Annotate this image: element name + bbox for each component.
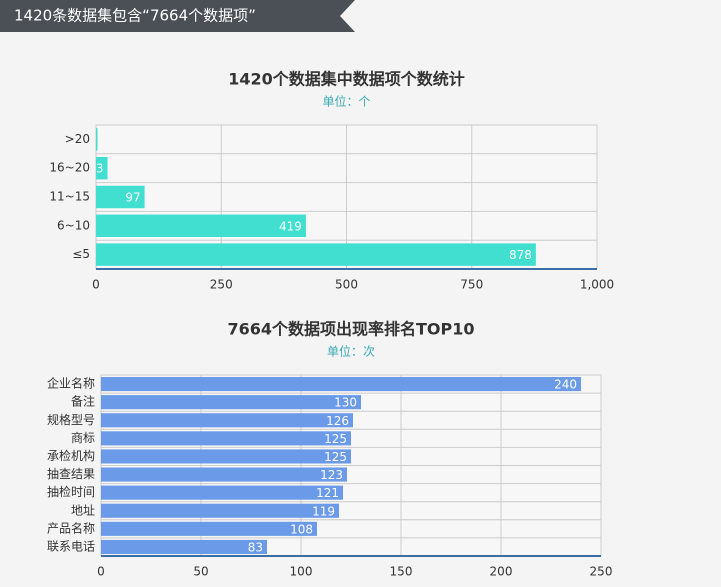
x-tick-label: 0: [92, 278, 100, 292]
bar: [101, 521, 317, 536]
x-tick-label: 150: [390, 565, 413, 579]
bar: [101, 539, 267, 555]
data-label: 125: [324, 432, 347, 446]
data-label: 123: [320, 468, 343, 482]
data-label: 126: [326, 414, 349, 428]
chart-title: 7664个数据项出现率排名TOP10: [227, 320, 474, 339]
y-tick-label: 承检机构: [47, 448, 95, 463]
chart-title: 1420个数据集中数据项个数统计: [228, 70, 465, 89]
y-tick-label: 联系电话: [47, 539, 95, 553]
bar: [96, 214, 306, 238]
chart-subtitle: 单位：次: [327, 344, 375, 359]
x-tick-label: 250: [210, 278, 233, 292]
data-label: 130: [334, 396, 357, 410]
bar: [101, 413, 353, 428]
banner-title: 1420条数据集包含“7664个数据项”: [14, 7, 256, 25]
y-tick-label: 抽检时间: [47, 484, 95, 499]
bar: [96, 156, 108, 180]
data-label: 23: [88, 162, 103, 176]
y-tick-label: 11~15: [49, 190, 90, 204]
y-tick-label: 产品名称: [47, 520, 95, 535]
x-tick-label: 500: [335, 278, 358, 292]
bar: [101, 503, 339, 518]
bar: [101, 376, 581, 392]
x-tick-label: 250: [590, 565, 613, 579]
x-tick-label: 200: [490, 565, 513, 579]
x-tick-label: 1,000: [580, 278, 614, 292]
bar: [101, 485, 343, 500]
bar: [101, 431, 351, 446]
x-tick-label: 100: [290, 565, 313, 579]
x-tick-label: 50: [193, 565, 208, 579]
x-tick-label: 750: [460, 278, 483, 292]
data-label: 97: [125, 191, 140, 205]
y-tick-label: 16~20: [49, 161, 90, 175]
data-label: 878: [509, 248, 532, 262]
bar: [101, 395, 361, 410]
bar: [96, 243, 536, 266]
bars: 32397419878: [88, 128, 536, 266]
y-tick-label: 规格型号: [47, 412, 95, 427]
bar: [96, 128, 98, 151]
bar: [101, 467, 347, 482]
data-label: 108: [290, 522, 313, 536]
y-tick-label: 6~10: [57, 218, 90, 232]
x-tick-label: 0: [97, 565, 105, 579]
y-tick-label: 企业名称: [47, 376, 95, 391]
bars: 240 130 126 125 125 123 121 119 108 83: [101, 376, 581, 555]
data-label: 419: [279, 219, 302, 233]
y-tick-label: 抽查结果: [47, 467, 95, 481]
chart-subtitle: 单位：个: [322, 94, 370, 109]
data-label: 119: [312, 504, 335, 518]
data-label: 121: [316, 486, 339, 500]
banner: [0, 0, 355, 32]
y-tick-label: >20: [65, 132, 90, 146]
data-label: 83: [248, 540, 263, 554]
bar: [101, 449, 351, 464]
bar: [96, 185, 145, 209]
y-tick-label: ≤5: [72, 247, 90, 261]
data-label: 125: [324, 450, 347, 464]
data-label: 240: [554, 378, 577, 392]
y-tick-label: 地址: [71, 503, 95, 517]
y-tick-label: 备注: [71, 394, 95, 409]
y-tick-label: 商标: [71, 430, 95, 445]
